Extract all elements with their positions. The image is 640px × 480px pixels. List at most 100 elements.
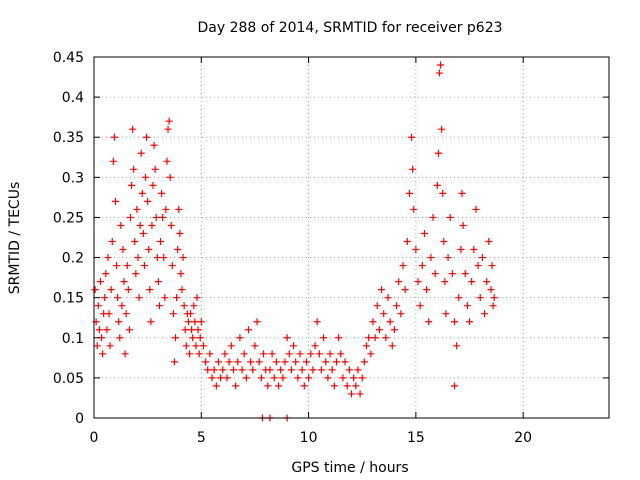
data-point (144, 197, 152, 205)
data-point (168, 262, 176, 270)
data-point (440, 238, 448, 246)
data-point (390, 326, 398, 334)
data-point (236, 334, 244, 342)
data-point (365, 334, 373, 342)
data-point (437, 61, 445, 69)
data-point (403, 238, 411, 246)
data-point (444, 254, 452, 262)
data-point (151, 165, 159, 173)
data-point (257, 374, 265, 382)
data-point (132, 270, 140, 278)
data-point (93, 342, 101, 350)
data-point (119, 246, 127, 254)
data-point (272, 358, 280, 366)
data-point (461, 270, 469, 278)
data-point (149, 181, 157, 189)
data-point (159, 213, 167, 221)
data-point (95, 326, 103, 334)
data-point (294, 374, 302, 382)
data-point (315, 350, 323, 358)
data-point (369, 318, 377, 326)
data-point (476, 294, 484, 302)
data-point (174, 246, 182, 254)
data-point (290, 342, 298, 350)
data-point (146, 286, 154, 294)
y-tick-label: 0.05 (53, 371, 84, 387)
data-point (296, 350, 304, 358)
data-points (91, 61, 498, 422)
data-point (192, 342, 200, 350)
data-point (380, 310, 388, 318)
x-tick-label: 10 (300, 430, 318, 446)
y-tick-label: 0.3 (62, 170, 84, 186)
data-point (170, 358, 178, 366)
data-point (459, 221, 467, 229)
data-point (429, 213, 437, 221)
data-point (328, 366, 336, 374)
data-point (165, 117, 173, 125)
data-point (455, 294, 463, 302)
x-tick-label: 15 (407, 430, 425, 446)
data-point (108, 238, 116, 246)
data-point (414, 278, 422, 286)
data-point (173, 294, 181, 302)
y-tick-label: 0.25 (53, 210, 84, 226)
data-point (208, 374, 216, 382)
data-point (358, 374, 366, 382)
data-point (320, 334, 328, 342)
data-point (152, 213, 160, 221)
data-point (178, 286, 186, 294)
data-point (451, 382, 458, 390)
data-point (341, 358, 349, 366)
data-point (408, 133, 416, 141)
data-point (412, 246, 420, 254)
data-point (253, 318, 261, 326)
data-point (133, 205, 141, 213)
x-tick-label: 0 (90, 430, 99, 446)
data-point (227, 342, 235, 350)
data-point (219, 366, 227, 374)
data-point (134, 254, 142, 262)
data-point (154, 278, 162, 286)
data-point (442, 310, 450, 318)
data-point (458, 189, 466, 197)
data-point (138, 189, 146, 197)
data-point (175, 205, 183, 213)
y-tick-label: 0.1 (62, 331, 84, 347)
data-point (163, 157, 171, 165)
data-point (160, 254, 168, 262)
data-point (162, 205, 170, 213)
data-point (157, 238, 165, 246)
data-point (277, 366, 285, 374)
data-point (292, 358, 300, 366)
data-point (103, 326, 111, 334)
data-point (451, 318, 458, 326)
data-point (433, 181, 441, 189)
data-point (360, 358, 368, 366)
data-point (300, 382, 308, 390)
data-point (283, 334, 291, 342)
data-point (147, 318, 155, 326)
data-point (354, 366, 362, 374)
data-point (264, 382, 272, 390)
data-point (124, 286, 132, 294)
data-point (214, 358, 222, 366)
data-point (129, 125, 137, 133)
data-point (470, 246, 478, 254)
data-point (335, 334, 343, 342)
data-point (155, 302, 163, 310)
data-point (210, 366, 218, 374)
chart-title: Day 288 of 2014, SRMTID for receiver p62… (197, 20, 502, 36)
data-point (425, 318, 433, 326)
data-point (401, 286, 409, 294)
data-point (375, 326, 383, 334)
data-point (397, 310, 405, 318)
data-point (448, 270, 456, 278)
data-point (356, 390, 364, 398)
data-point (371, 334, 379, 342)
data-point (202, 358, 210, 366)
x-axis-title: GPS time / hours (291, 460, 408, 476)
data-point (181, 326, 189, 334)
data-point (131, 238, 139, 246)
data-point (416, 302, 424, 310)
